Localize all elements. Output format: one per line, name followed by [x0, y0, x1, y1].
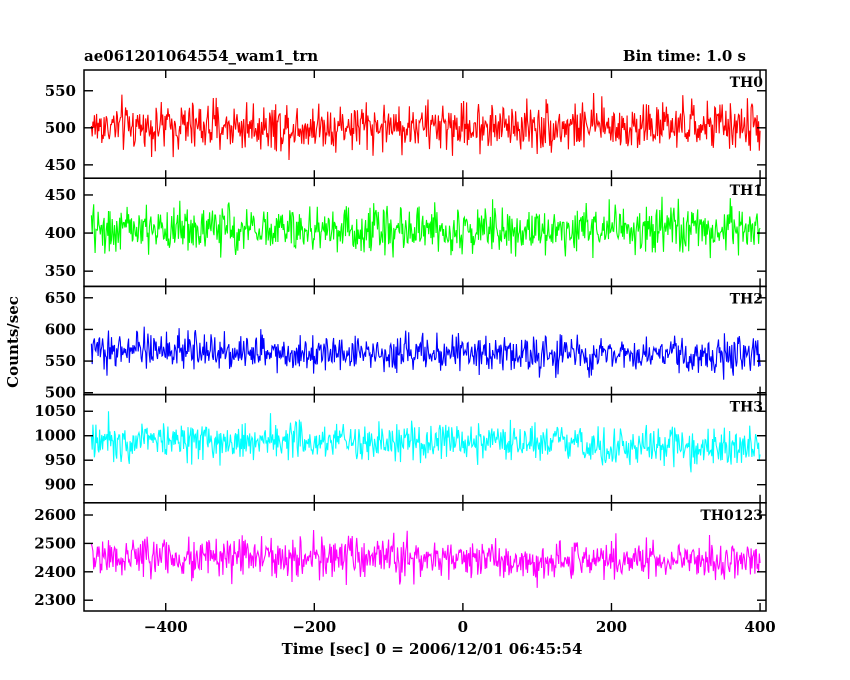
panel-th0123-label: TH0123: [700, 508, 763, 524]
y-tick-label: 1050: [34, 402, 76, 420]
panel-th2-frame: [83, 285, 767, 396]
y-tick-label: 2600: [34, 506, 76, 524]
x-tick-label: 0: [458, 618, 468, 636]
x-tick-label: −400: [144, 618, 188, 636]
panel-th0123-frame: [83, 502, 767, 612]
x-axis-label: Time [sec] 0 = 2006/12/01 06:45:54: [282, 640, 583, 658]
series-th1-line: [90, 196, 761, 259]
plot-title: ae061201064554_wam1_trn: [84, 47, 318, 65]
x-tick-label: 400: [744, 618, 775, 636]
y-tick-label: 500: [45, 119, 76, 137]
bin-time-label: Bin time: 1.0 s: [623, 47, 746, 65]
y-tick-label: 550: [45, 82, 76, 100]
y-tick-label: 2400: [34, 563, 76, 581]
series-th2-line: [90, 326, 761, 380]
y-tick-label: 900: [45, 476, 76, 494]
y-tick-label: 500: [45, 384, 76, 402]
series-th0123-line: [90, 529, 761, 588]
y-tick-label: 400: [45, 224, 76, 242]
y-axis-label: Counts/sec: [4, 296, 22, 388]
y-tick-label: 550: [45, 352, 76, 370]
y-tick-label: 450: [45, 186, 76, 204]
panel-th1-label: TH1: [730, 183, 763, 199]
panel-th0-label: TH0: [730, 75, 764, 91]
y-tick-label: 2300: [34, 591, 76, 609]
panels-group: TH0 450 500 550 TH1 350 400 450 TH2 500 550 600 650 T…: [34, 69, 767, 612]
series-th3-line: [90, 411, 761, 473]
y-tick-label: 600: [45, 320, 76, 338]
x-tick-label: −200: [292, 618, 336, 636]
y-tick-label: 950: [45, 451, 76, 469]
x-axis: −400 −200 0 200 400: [144, 618, 776, 636]
y-tick-label: 350: [45, 262, 76, 280]
panel-th2-label: TH2: [730, 291, 763, 307]
panel-th3-label: TH3: [730, 400, 763, 416]
y-tick-label: 450: [45, 156, 76, 174]
y-tick-label: 650: [45, 289, 76, 307]
x-tick-label: 200: [596, 618, 627, 636]
y-tick-label: 1000: [34, 427, 76, 445]
series-th0-line: [90, 92, 761, 161]
y-tick-label: 2500: [34, 534, 76, 552]
